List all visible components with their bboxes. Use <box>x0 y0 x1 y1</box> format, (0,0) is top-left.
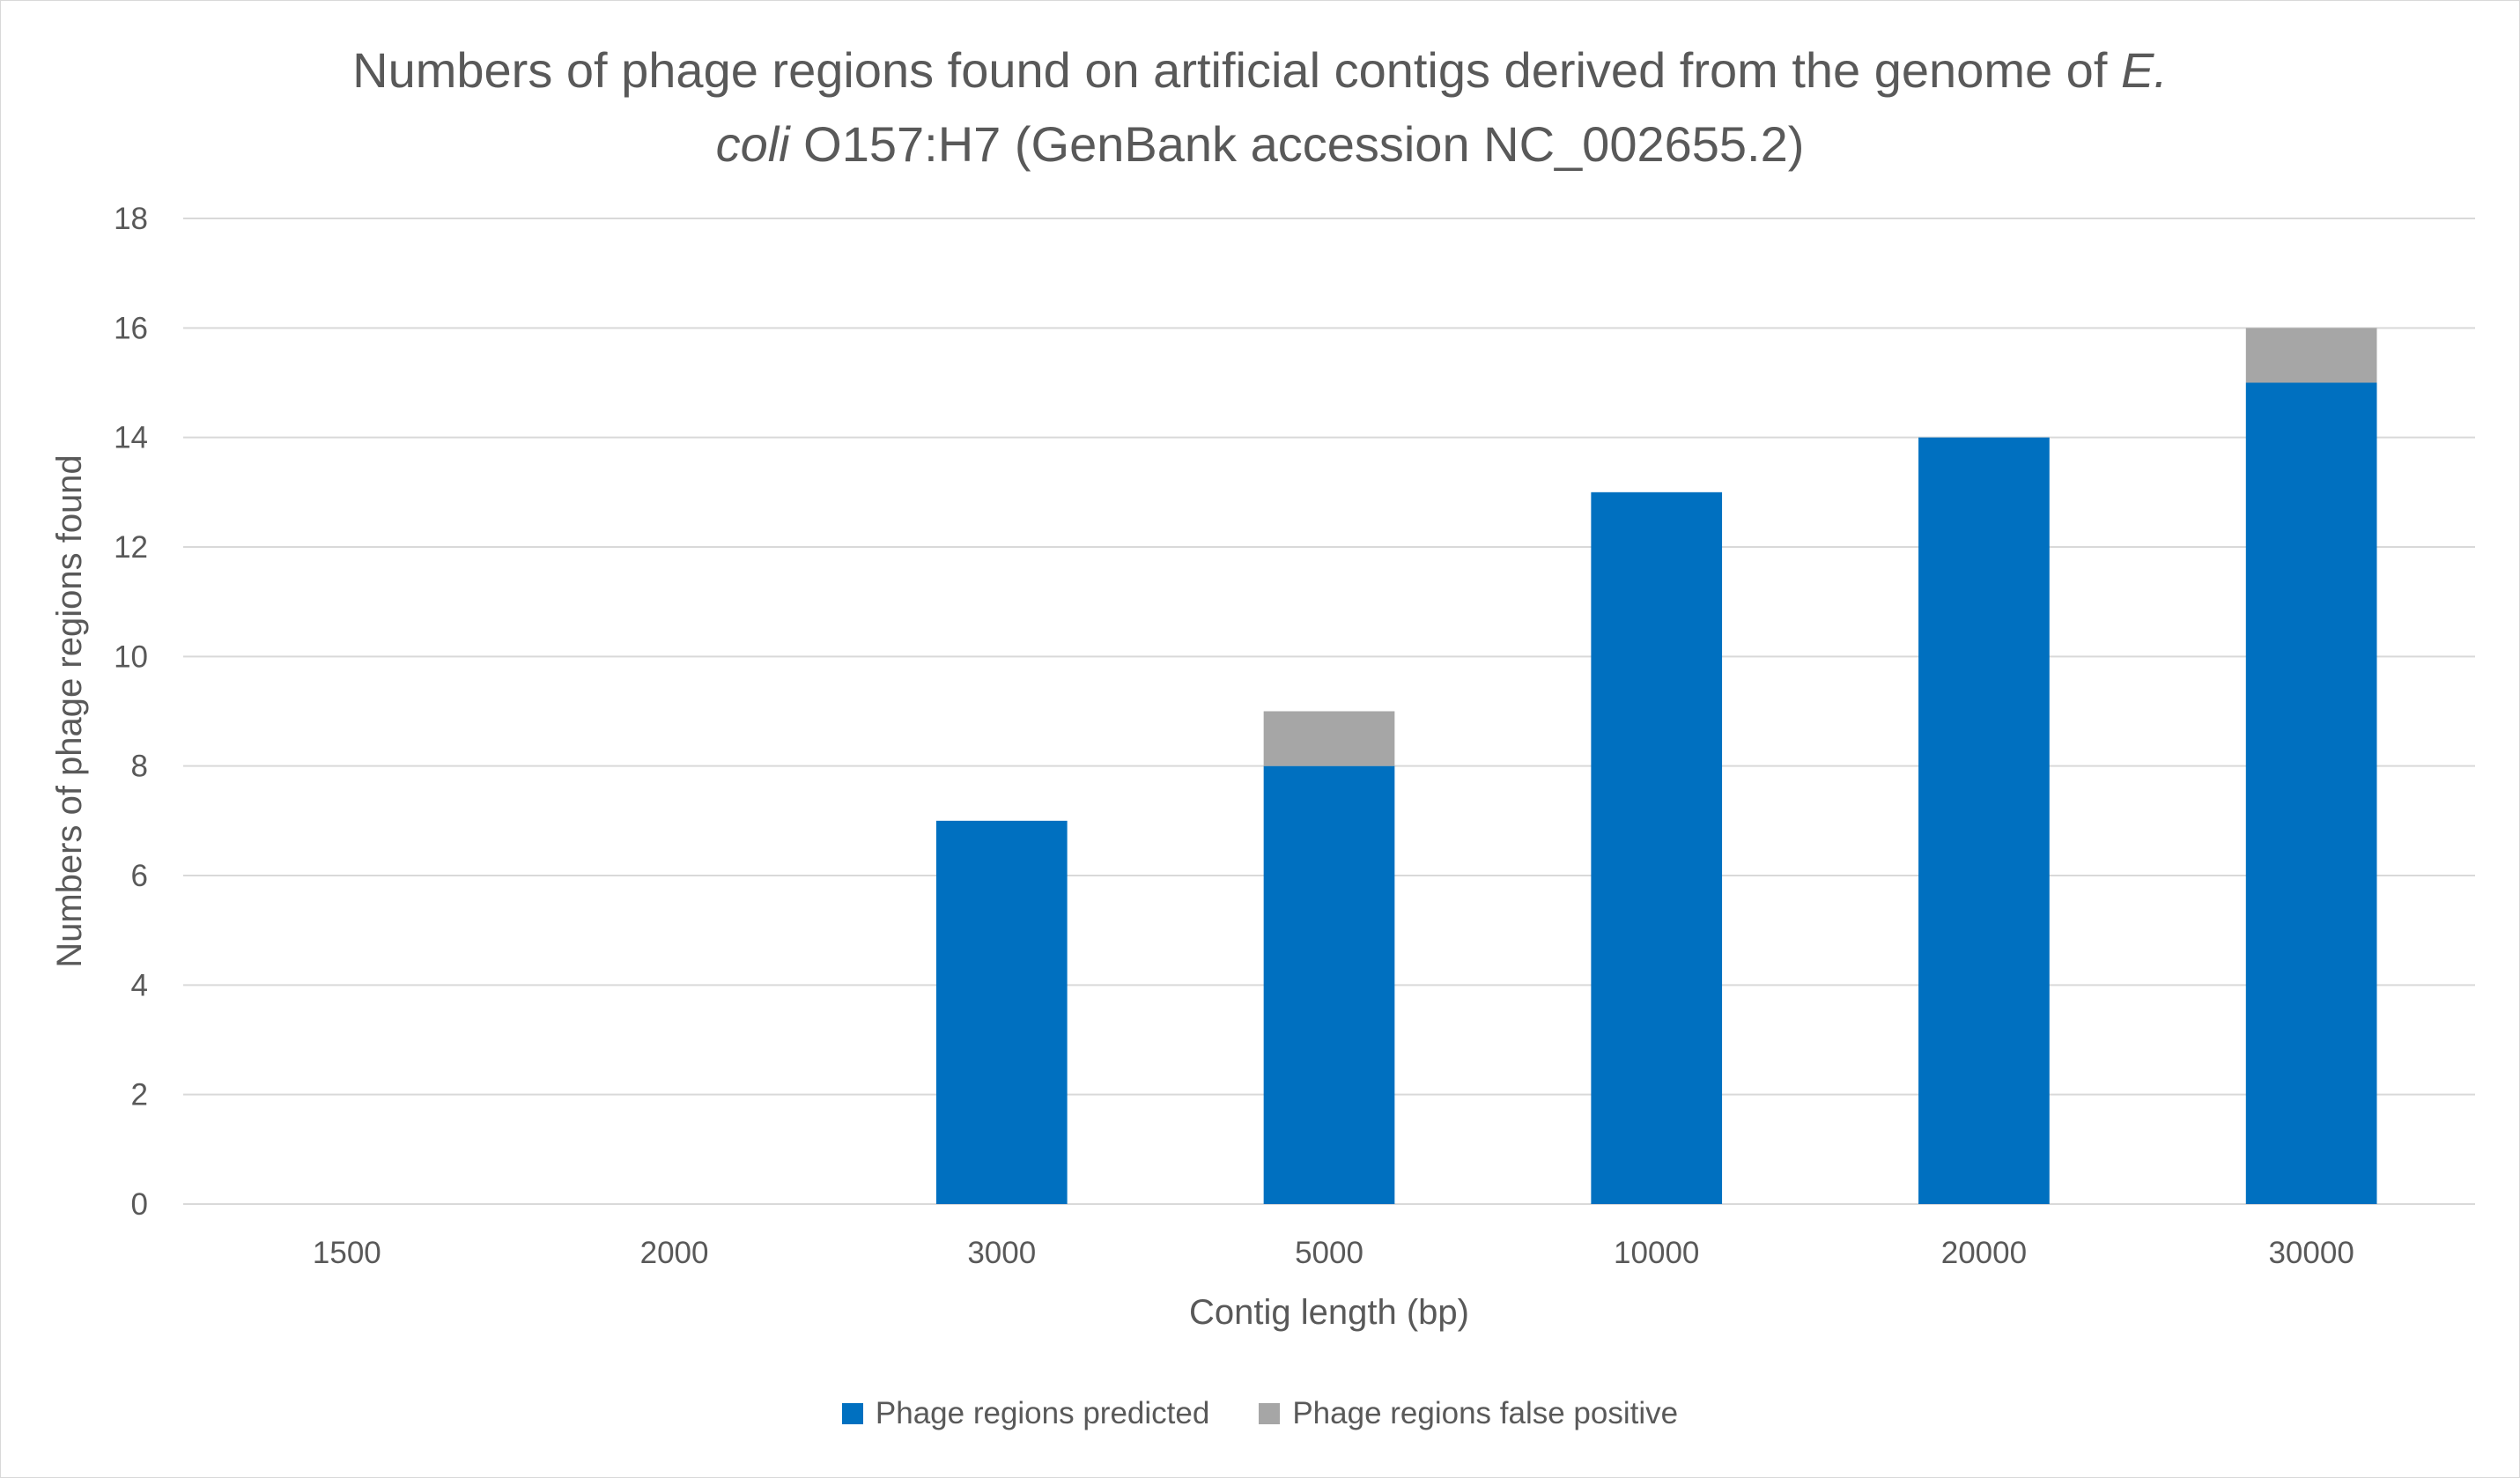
y-axis-title: Numbers of phage regions found <box>50 454 89 968</box>
bar-predicted-10000 <box>1591 491 1723 1204</box>
y-tick-label: 16 <box>114 311 148 345</box>
y-tick-label: 8 <box>131 750 148 784</box>
y-tick-label: 2 <box>131 1078 148 1112</box>
y-axis-ticks: 0 2 4 6 8 10 12 14 16 18 <box>114 202 148 1222</box>
x-tick-label: 20000 <box>1941 1236 2027 1270</box>
gridlines <box>183 218 2475 1205</box>
chart-title-part-0: Numbers of phage regions found on artifi… <box>352 42 2121 98</box>
bar-false-positive-30000 <box>2245 328 2377 383</box>
y-tick-label: 18 <box>114 202 148 236</box>
chart-title-part-4: O157:H7 (GenBank accession NC_002655.2) <box>789 116 1805 172</box>
bars <box>935 328 2377 1205</box>
y-tick-label: 0 <box>131 1187 148 1222</box>
bar-predicted-3000 <box>935 820 1068 1204</box>
y-tick-label: 4 <box>131 968 148 1002</box>
x-tick-label: 30000 <box>2268 1236 2354 1270</box>
legend-swatch-false-positive <box>1259 1403 1281 1424</box>
y-tick-label: 12 <box>114 530 148 565</box>
legend-item-predicted: Phage regions predicted <box>841 1396 1210 1431</box>
x-tick-label: 10000 <box>1614 1236 1699 1270</box>
bar-false-positive-5000 <box>1263 711 1395 766</box>
legend: Phage regions predicted Phage regions fa… <box>0 1396 2520 1431</box>
bar-predicted-30000 <box>2245 382 2377 1204</box>
chart-title-part-3: coli <box>715 116 790 172</box>
legend-item-false-positive: Phage regions false positive <box>1259 1396 1678 1431</box>
x-axis-title: Contig length (bp) <box>1189 1293 1469 1332</box>
x-axis-ticks: 1500 2000 3000 5000 10000 20000 30000 <box>313 1236 2354 1270</box>
chart-title: Numbers of phage regions found on artifi… <box>0 33 2520 181</box>
chart-title-part-1: E. <box>2120 42 2168 98</box>
bar-predicted-20000 <box>1918 437 2050 1205</box>
x-tick-label: 2000 <box>640 1236 709 1270</box>
x-tick-label: 5000 <box>1295 1236 1363 1270</box>
legend-label-false-positive: Phage regions false positive <box>1292 1396 1679 1430</box>
x-tick-label: 1500 <box>313 1236 381 1270</box>
y-tick-label: 6 <box>131 859 148 893</box>
bar-predicted-5000 <box>1263 765 1395 1204</box>
legend-label-predicted: Phage regions predicted <box>875 1396 1210 1430</box>
x-tick-label: 3000 <box>967 1236 1036 1270</box>
y-tick-label: 14 <box>114 421 148 455</box>
y-tick-label: 10 <box>114 639 148 674</box>
legend-swatch-predicted <box>841 1403 863 1424</box>
